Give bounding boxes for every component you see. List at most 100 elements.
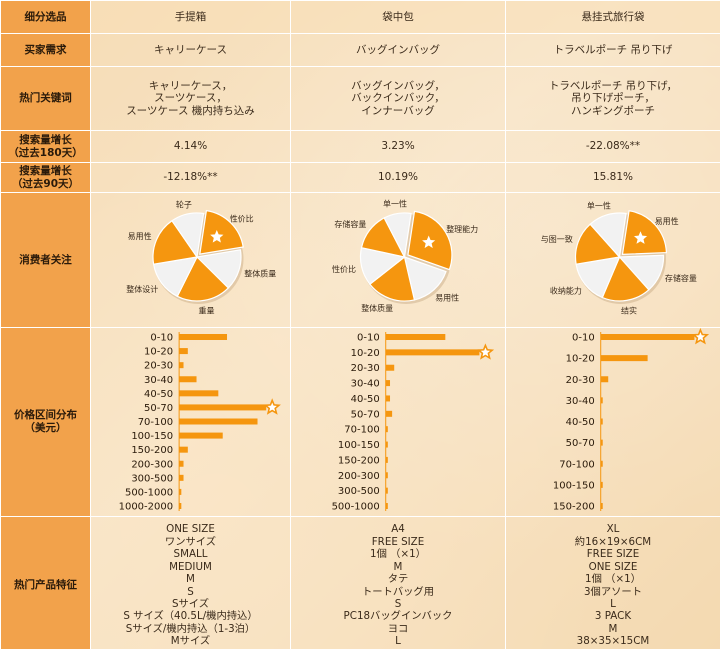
star-icon xyxy=(691,327,709,344)
price-bar xyxy=(178,375,197,382)
pie-slice xyxy=(170,212,204,259)
keyword: キャリーケース， xyxy=(148,79,233,92)
pie-slice-label: 整体质量 xyxy=(244,268,276,278)
pie-slice-label: 易用性 xyxy=(127,231,151,241)
star-icon xyxy=(417,231,439,252)
feature-item: 3個アソート xyxy=(583,585,643,598)
pie-slice-label: 性价比 xyxy=(229,214,253,224)
pie-slice xyxy=(368,255,415,302)
bar-category-label: 20-30 xyxy=(350,363,379,374)
feature-item: M xyxy=(608,622,618,635)
bar-category-label: 10-20 xyxy=(144,346,173,357)
column-header-suitcase: 手提箱 xyxy=(90,0,291,34)
bar-category-label: 50-70 xyxy=(565,438,594,449)
features-cell: ONE SIZE ワンサイズ SMALL MEDIUM M S Sサイズ S サイズ（40.5… xyxy=(90,516,291,649)
price-bar xyxy=(385,410,392,417)
star-icon xyxy=(476,342,494,360)
bar-category-label: 1000-2000 xyxy=(118,501,173,512)
row-label-features: 热门产品特征 xyxy=(0,516,91,649)
price-bar xyxy=(385,333,445,340)
keywords-cell: バッグインバッグ， バックインバック， インナーバッグ xyxy=(290,66,506,131)
pie-slice-label: 重量 xyxy=(198,305,214,315)
pie-cell: 整理能力 易用性 整体质量 性价比 存储容量 单一性 xyxy=(290,192,506,328)
price-bar xyxy=(600,502,603,509)
bar-category-label: 40-50 xyxy=(350,393,379,404)
bar-category-label: 300-500 xyxy=(131,473,173,484)
bar-category-label: 30-40 xyxy=(350,378,379,389)
growth-180-value: -22.08%** xyxy=(505,130,720,163)
pie-slice-label: 整理能力 xyxy=(446,224,478,234)
price-bar xyxy=(600,396,603,403)
price-bar xyxy=(385,471,388,478)
bar-category-label: 70-100 xyxy=(137,417,172,428)
bar-category-label: 500-1000 xyxy=(331,501,379,512)
feature-item: 1個 （×1） xyxy=(370,548,426,561)
bar-category-label: 0-10 xyxy=(150,332,173,343)
feature-item: ヨコ xyxy=(387,622,409,635)
price-bar xyxy=(178,403,266,410)
price-bar xyxy=(385,364,394,371)
price-bar xyxy=(178,333,227,340)
bar-category-label: 200-300 xyxy=(337,470,379,481)
feature-item: Mサイズ xyxy=(170,635,211,648)
feature-item: M xyxy=(393,560,403,573)
price-bar xyxy=(178,347,188,354)
bar-category-label: 0-10 xyxy=(357,332,380,343)
bar-category-label: 0-10 xyxy=(572,332,595,343)
pie-cell: 性价比 整体质量 重量 整体设计 易用性 轮子 xyxy=(90,192,291,328)
feature-item: 1個 （×1） xyxy=(585,573,641,586)
growth-90-value: 10.19% xyxy=(290,162,506,193)
bar-category-label: 20-30 xyxy=(565,374,594,385)
column-header-bag-in-bag: 袋中包 xyxy=(290,0,506,34)
pie-slice xyxy=(382,212,412,259)
price-bar xyxy=(600,439,603,446)
price-cell: 0-10 10-20 20-30 30-40 40-50 50-70 70-100 100-1… xyxy=(505,326,720,517)
bar-category-label: 100-150 xyxy=(337,440,379,451)
feature-item: S サイズ（40.5L/機内持込） xyxy=(123,610,258,623)
feature-item: 38×35×15CM xyxy=(576,635,650,648)
price-cell: 0-10 10-20 20-30 30-40 40-50 50-70 70-100 100-1… xyxy=(290,326,506,517)
bar-category-label: 40-50 xyxy=(144,388,173,399)
feature-item: 3 PACK xyxy=(594,610,632,623)
price-bar xyxy=(600,375,608,382)
keyword: バックインバック， xyxy=(351,92,445,105)
keywords-cell: トラベルポーチ 吊り下げ， 吊り下げポーチ， ハンギングポーチ xyxy=(505,66,720,131)
row-label-growth-180: 搜索量增长 （过去180天） xyxy=(0,130,91,163)
buyer-need-cell: キャリーケース xyxy=(90,33,291,67)
bar-category-label: 20-30 xyxy=(144,360,173,371)
header-label: 细分选品 xyxy=(0,0,91,34)
pie-slice xyxy=(151,219,198,265)
bar-category-label: 70-100 xyxy=(559,459,594,470)
price-bar xyxy=(178,432,223,439)
bar-category-label: 100-150 xyxy=(131,431,173,442)
growth-90-value: 15.81% xyxy=(505,162,720,193)
price-bar-chart: 0-10 10-20 20-30 30-40 40-50 50-70 70-100 100-1… xyxy=(331,331,494,512)
row-label-concerns: 消费者关注 xyxy=(0,192,91,328)
feature-item: トートバッグ用 xyxy=(361,585,435,598)
row-label-price: 价格区间分布 （美元） xyxy=(0,326,91,517)
star-icon xyxy=(263,397,281,415)
keyword: バッグインバッグ， xyxy=(351,79,445,92)
feature-item: MEDIUM xyxy=(169,560,212,573)
feature-item: FREE SIZE xyxy=(586,548,640,561)
keyword: トラベルポーチ 吊り下げ， xyxy=(548,79,678,92)
buyer-need-cell: バッグインバッグ xyxy=(290,33,506,67)
pie-slice-label: 收纳能力 xyxy=(549,285,581,295)
bar-category-label: 150-200 xyxy=(552,501,594,512)
pie-slice xyxy=(601,255,650,302)
price-bar xyxy=(600,354,648,361)
keyword: ハンギングポーチ xyxy=(571,104,655,117)
row-label-keywords: 热门关键词 xyxy=(0,66,91,131)
keyword: 吊り下げポーチ， xyxy=(571,92,655,105)
feature-item: SMALL xyxy=(173,548,208,561)
bar-category-label: 50-70 xyxy=(144,402,173,413)
price-bar xyxy=(385,425,388,432)
price-bar xyxy=(178,474,184,481)
keyword: スーツケース 機内持ち込み xyxy=(126,104,255,117)
price-bar xyxy=(600,460,603,467)
pie-slice-label: 与图一致 xyxy=(540,234,572,244)
feature-item: PC18バッグインバック xyxy=(343,610,453,623)
